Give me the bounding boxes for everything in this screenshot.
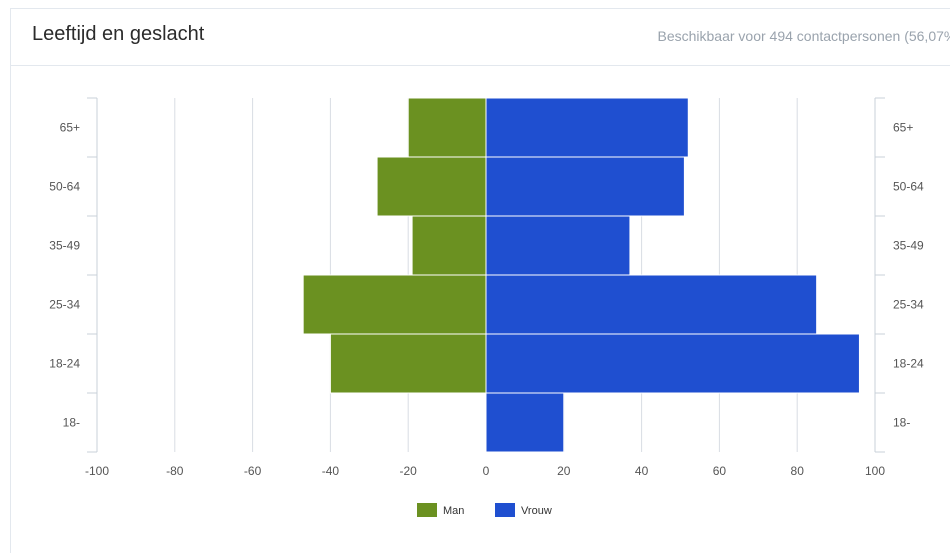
bar-man-50-64 — [376, 156, 487, 217]
bar-man-35-49 — [411, 215, 487, 276]
x-tick-label: 60 — [713, 464, 727, 478]
x-tick-label: 0 — [483, 464, 490, 478]
x-tick-label: 80 — [791, 464, 805, 478]
bar-vrouw-65+ — [485, 97, 689, 158]
x-tick-label: -40 — [322, 464, 340, 478]
category-label-left: 25-34 — [49, 298, 80, 312]
bar-vrouw-50-64 — [485, 156, 685, 217]
x-tick-label: 20 — [557, 464, 571, 478]
category-label-left: 18- — [63, 416, 80, 430]
legend-swatch-man — [417, 503, 437, 517]
bar-vrouw-35-49 — [485, 215, 631, 276]
x-tick-label: 100 — [865, 464, 885, 478]
widget-title: Leeftijd en geslacht — [32, 23, 205, 45]
bar-vrouw-18-24 — [485, 333, 860, 394]
widget-subtitle: Beschikbaar voor 494 contactpersonen (56… — [657, 28, 950, 44]
category-label-right: 65+ — [893, 121, 913, 135]
bar-man-65+ — [407, 97, 487, 158]
category-label-right: 35-49 — [893, 239, 924, 253]
x-tick-label: 40 — [635, 464, 649, 478]
category-label-right: 25-34 — [893, 298, 924, 312]
category-label-left: 35-49 — [49, 239, 80, 253]
bar-vrouw-18- — [485, 392, 565, 453]
legend-swatch-vrouw — [495, 503, 515, 517]
widget-header: Leeftijd en geslacht Beschikbaar voor 49… — [11, 9, 950, 66]
category-label-left: 18-24 — [49, 357, 80, 371]
x-tick-label: -60 — [244, 464, 262, 478]
x-tick-label: -80 — [166, 464, 184, 478]
bar-man-25-34 — [302, 274, 487, 335]
x-tick-label: -20 — [400, 464, 418, 478]
bar-man-18-24 — [329, 333, 487, 394]
category-label-left: 50-64 — [49, 180, 80, 194]
category-label-right: 18- — [893, 416, 910, 430]
bar-vrouw-25-34 — [485, 274, 818, 335]
category-label-right: 50-64 — [893, 180, 924, 194]
legend-label-man: Man — [443, 505, 464, 517]
category-label-right: 18-24 — [893, 357, 924, 371]
category-label-left: 65+ — [60, 121, 80, 135]
x-tick-label: -100 — [85, 464, 109, 478]
legend-label-vrouw: Vrouw — [521, 505, 552, 517]
